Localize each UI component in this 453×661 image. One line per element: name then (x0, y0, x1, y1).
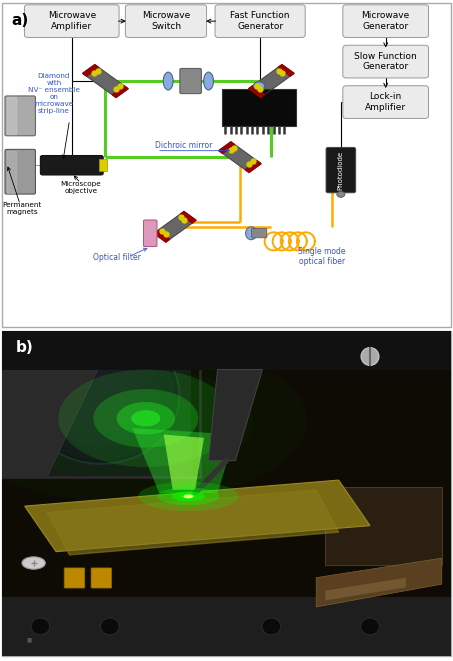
Polygon shape (180, 212, 196, 223)
Text: Slow Function
Generator: Slow Function Generator (354, 52, 417, 71)
Ellipse shape (246, 227, 257, 240)
Polygon shape (316, 558, 442, 607)
Ellipse shape (93, 389, 198, 447)
Polygon shape (154, 212, 196, 242)
Ellipse shape (2, 365, 253, 479)
Ellipse shape (163, 72, 173, 90)
Text: Microwave
Amplifier: Microwave Amplifier (48, 11, 96, 31)
Polygon shape (154, 231, 170, 242)
Ellipse shape (116, 402, 175, 434)
Ellipse shape (183, 494, 193, 498)
Polygon shape (112, 86, 128, 97)
Bar (222, 89, 296, 126)
Polygon shape (7, 97, 16, 134)
Polygon shape (47, 490, 339, 555)
Text: Dichroic mirror: Dichroic mirror (155, 141, 212, 150)
Ellipse shape (58, 369, 233, 467)
Polygon shape (2, 597, 451, 656)
Polygon shape (164, 434, 204, 490)
Polygon shape (325, 486, 442, 564)
Polygon shape (219, 142, 261, 173)
Ellipse shape (101, 618, 119, 635)
Ellipse shape (337, 192, 345, 198)
Ellipse shape (58, 358, 144, 433)
Polygon shape (219, 142, 235, 153)
FancyBboxPatch shape (144, 220, 157, 247)
Text: Optical filter: Optical filter (93, 253, 140, 262)
Ellipse shape (0, 340, 307, 503)
FancyBboxPatch shape (251, 229, 267, 238)
Text: Permanent
magnets: Permanent magnets (2, 202, 42, 215)
Polygon shape (2, 330, 191, 477)
Ellipse shape (361, 348, 379, 366)
Text: ■: ■ (27, 637, 32, 642)
Polygon shape (208, 369, 262, 461)
Ellipse shape (172, 492, 205, 501)
Ellipse shape (138, 482, 239, 511)
Polygon shape (25, 480, 370, 552)
Polygon shape (278, 65, 294, 76)
Ellipse shape (26, 330, 175, 461)
Ellipse shape (31, 618, 50, 635)
Polygon shape (245, 161, 261, 173)
Ellipse shape (73, 371, 128, 420)
Ellipse shape (180, 494, 197, 499)
Ellipse shape (131, 410, 160, 426)
FancyBboxPatch shape (180, 68, 202, 94)
FancyBboxPatch shape (343, 5, 429, 38)
Ellipse shape (56, 389, 200, 454)
Polygon shape (249, 86, 265, 97)
FancyBboxPatch shape (343, 45, 429, 78)
Ellipse shape (253, 82, 265, 90)
Ellipse shape (158, 487, 219, 505)
FancyBboxPatch shape (326, 147, 356, 193)
Polygon shape (2, 330, 451, 369)
Ellipse shape (262, 618, 281, 635)
FancyBboxPatch shape (40, 155, 103, 175)
Text: Single mode
optical fiber: Single mode optical fiber (298, 247, 346, 266)
Bar (99, 159, 107, 171)
Polygon shape (325, 578, 406, 600)
FancyBboxPatch shape (5, 96, 35, 136)
Polygon shape (83, 65, 99, 76)
Ellipse shape (23, 327, 179, 464)
Text: Diamond
with
NV⁻ ensemble
on
microwave
strip-line: Diamond with NV⁻ ensemble on microwave s… (28, 73, 80, 114)
FancyBboxPatch shape (125, 5, 207, 38)
FancyBboxPatch shape (215, 5, 305, 38)
FancyBboxPatch shape (5, 149, 35, 194)
FancyBboxPatch shape (91, 568, 112, 588)
FancyBboxPatch shape (343, 86, 429, 118)
Text: Fast Function
Generator: Fast Function Generator (231, 11, 290, 31)
Text: Microwave
Switch: Microwave Switch (142, 11, 190, 31)
Ellipse shape (204, 72, 213, 90)
Text: Lock-in
Amplifier: Lock-in Amplifier (365, 93, 406, 112)
Text: a): a) (11, 13, 29, 28)
Polygon shape (2, 363, 101, 477)
FancyBboxPatch shape (64, 568, 85, 588)
Polygon shape (7, 151, 16, 193)
Ellipse shape (42, 344, 160, 447)
Bar (2, 330, 200, 477)
Text: Photodiode: Photodiode (338, 151, 344, 190)
Polygon shape (83, 65, 128, 97)
Polygon shape (249, 65, 294, 97)
Polygon shape (132, 428, 236, 493)
Ellipse shape (22, 557, 45, 569)
Text: Microscope
objective: Microscope objective (60, 181, 101, 194)
Text: b): b) (16, 340, 34, 355)
Text: Microwave
Generator: Microwave Generator (361, 11, 410, 31)
FancyBboxPatch shape (24, 5, 119, 38)
Ellipse shape (361, 618, 380, 635)
